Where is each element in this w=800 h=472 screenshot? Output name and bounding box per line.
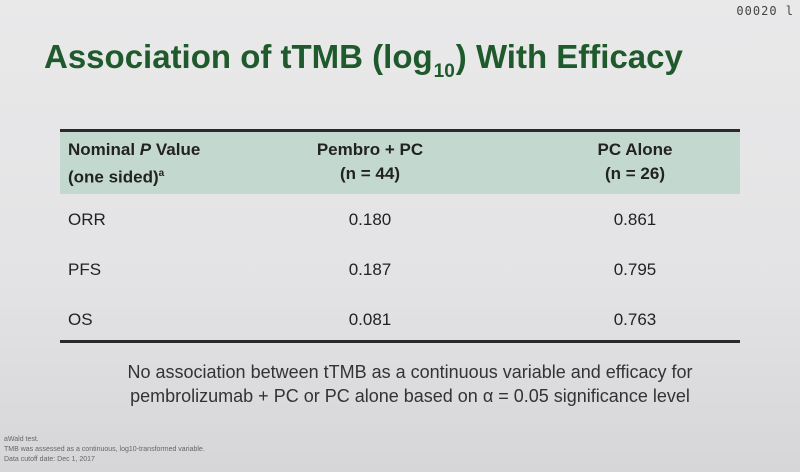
footnote: aWald test. bbox=[4, 436, 39, 443]
footnote: TMB was assessed as a continuous, log10-… bbox=[4, 446, 205, 453]
header-p-italic: P bbox=[139, 140, 152, 159]
row-label: OS bbox=[68, 310, 93, 329]
pembro-pc-value: 0.180 bbox=[348, 210, 392, 229]
header-text: Pembro + PC bbox=[316, 140, 424, 159]
header-n: (n = 44) bbox=[340, 164, 400, 183]
table-row-orr: ORR 0.180 0.861 bbox=[60, 200, 740, 240]
slide-title: Association of tTMB (log10) With Efficac… bbox=[44, 38, 683, 82]
title-text-start: Association of tTMB (log bbox=[44, 38, 433, 75]
header-text: (one sided) bbox=[68, 167, 159, 187]
footnote: Data cutoff date: Dec 1, 2017 bbox=[4, 456, 95, 463]
header-pembro-pc: Pembro + PC (n = 44) bbox=[290, 138, 450, 186]
conclusion-line: pembrolizumab + PC or PC alone based on … bbox=[130, 386, 690, 406]
header-n: (n = 26) bbox=[605, 164, 665, 183]
table-row-pfs: PFS 0.187 0.795 bbox=[60, 250, 740, 290]
table-top-rule bbox=[60, 129, 740, 132]
header-text: Nominal bbox=[68, 140, 140, 159]
conclusion-text: No association between tTMB as a continu… bbox=[70, 360, 750, 408]
header-text: PC Alone bbox=[597, 140, 673, 159]
header-text: Value bbox=[151, 140, 201, 159]
footnotes: aWald test. TMB was assessed as a contin… bbox=[4, 435, 205, 465]
table-row-os: OS 0.081 0.763 bbox=[60, 300, 740, 340]
pc-alone-value: 0.795 bbox=[613, 260, 657, 279]
pembro-pc-value: 0.081 bbox=[348, 310, 392, 329]
table-header-band bbox=[60, 132, 740, 194]
table-bottom-rule bbox=[60, 340, 740, 343]
pc-alone-value: 0.763 bbox=[613, 310, 657, 329]
row-label: PFS bbox=[68, 260, 102, 279]
pembro-pc-value: 0.187 bbox=[348, 260, 392, 279]
pc-alone-value: 0.861 bbox=[613, 210, 657, 229]
title-subscript: 10 bbox=[433, 61, 455, 82]
row-label: ORR bbox=[68, 210, 106, 229]
header-nominal-p-value: Nominal P Value (one sided)a bbox=[68, 138, 200, 190]
footnote-marker: a bbox=[158, 168, 165, 179]
title-text-end: ) With Efficacy bbox=[455, 38, 683, 75]
conclusion-line: No association between tTMB as a continu… bbox=[127, 362, 693, 382]
slide-number: 00020 l bbox=[736, 4, 794, 18]
header-pc-alone: PC Alone (n = 26) bbox=[555, 138, 715, 186]
